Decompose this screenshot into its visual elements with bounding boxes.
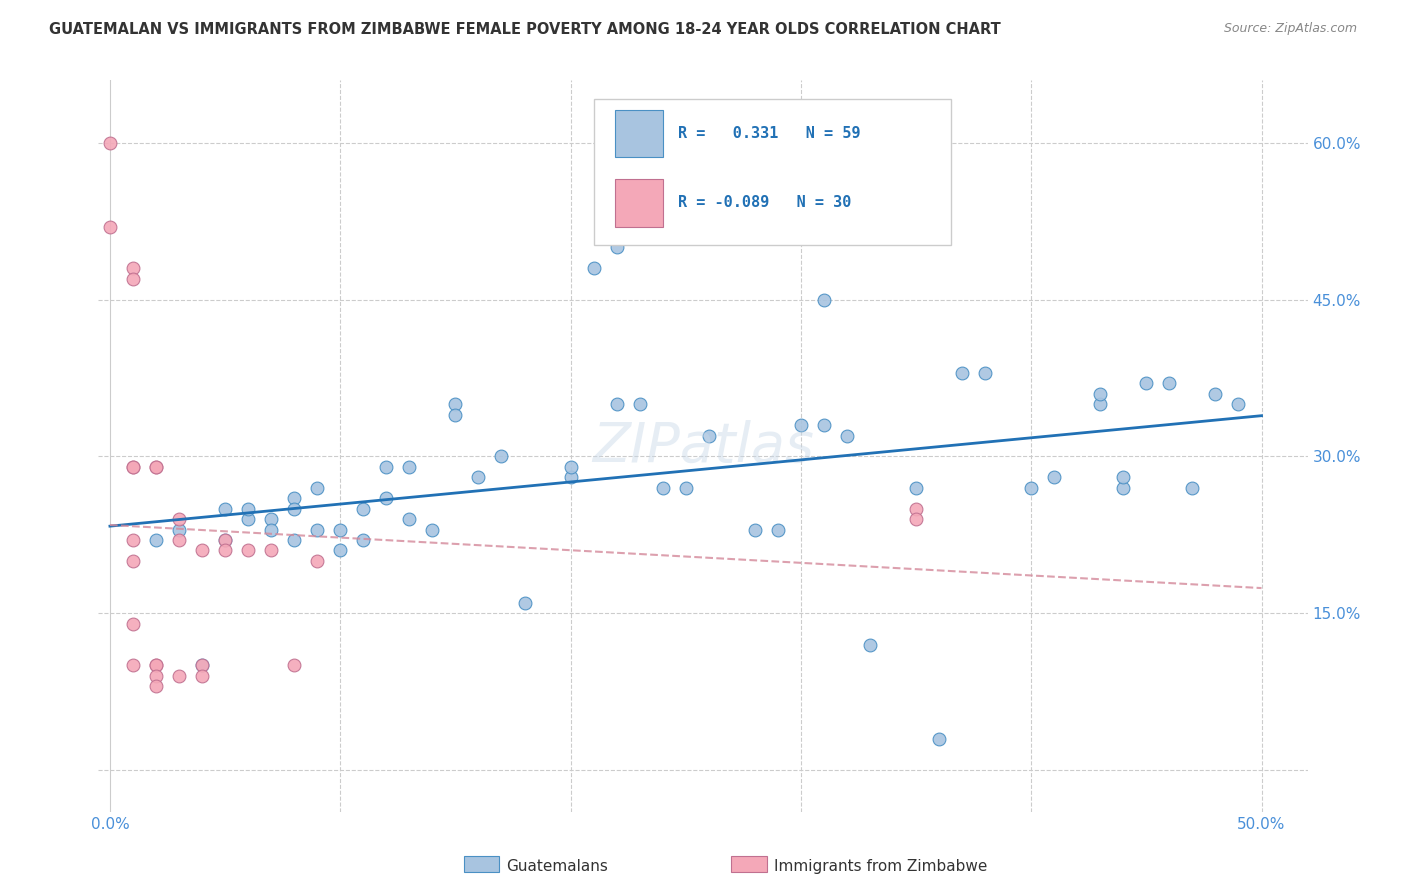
Point — [307, 481, 329, 495]
Point — [191, 543, 214, 558]
Point — [191, 669, 214, 683]
Point — [744, 523, 766, 537]
Point — [145, 533, 167, 547]
Point — [167, 533, 190, 547]
Point — [1159, 376, 1181, 391]
Point — [974, 366, 997, 380]
Point — [1090, 386, 1112, 401]
Text: R = -0.089   N = 30: R = -0.089 N = 30 — [678, 195, 851, 211]
Point — [1112, 481, 1135, 495]
Point — [582, 261, 605, 276]
Point — [444, 408, 467, 422]
Point — [145, 658, 167, 673]
FancyBboxPatch shape — [595, 98, 950, 244]
Text: ZIPatlas: ZIPatlas — [592, 419, 814, 473]
Point — [283, 658, 305, 673]
Point — [375, 459, 398, 474]
Point — [329, 543, 352, 558]
Point — [766, 523, 789, 537]
Point — [560, 459, 582, 474]
Point — [905, 501, 928, 516]
Point — [491, 450, 513, 464]
Text: GUATEMALAN VS IMMIGRANTS FROM ZIMBABWE FEMALE POVERTY AMONG 18-24 YEAR OLDS CORR: GUATEMALAN VS IMMIGRANTS FROM ZIMBABWE F… — [49, 22, 1001, 37]
Point — [560, 470, 582, 484]
Point — [283, 491, 305, 506]
Point — [606, 397, 628, 411]
Point — [1227, 397, 1250, 411]
Point — [813, 418, 835, 433]
Text: Source: ZipAtlas.com: Source: ZipAtlas.com — [1223, 22, 1357, 36]
Point — [329, 523, 352, 537]
Point — [214, 543, 236, 558]
Point — [1204, 386, 1226, 401]
Point — [260, 512, 283, 526]
Point — [307, 554, 329, 568]
Point — [145, 459, 167, 474]
Point — [145, 669, 167, 683]
Point — [651, 481, 673, 495]
Point — [628, 397, 651, 411]
FancyBboxPatch shape — [614, 179, 664, 227]
Point — [167, 669, 190, 683]
Point — [98, 219, 121, 234]
Point — [1043, 470, 1066, 484]
Point — [167, 512, 190, 526]
Point — [398, 459, 420, 474]
Point — [1090, 397, 1112, 411]
Point — [283, 501, 305, 516]
Point — [790, 418, 813, 433]
Point — [122, 272, 145, 286]
Text: Immigrants from Zimbabwe: Immigrants from Zimbabwe — [773, 859, 987, 873]
Point — [167, 523, 190, 537]
Point — [352, 533, 374, 547]
Point — [375, 491, 398, 506]
Point — [1112, 470, 1135, 484]
Text: Guatemalans: Guatemalans — [506, 859, 609, 873]
Point — [214, 533, 236, 547]
Point — [214, 501, 236, 516]
Point — [122, 261, 145, 276]
Point — [1181, 481, 1204, 495]
Point — [236, 501, 259, 516]
Point — [122, 459, 145, 474]
Point — [859, 638, 882, 652]
Point — [145, 459, 167, 474]
Point — [122, 616, 145, 631]
Point — [307, 523, 329, 537]
Point — [467, 470, 489, 484]
Point — [1135, 376, 1157, 391]
Point — [236, 543, 259, 558]
Point — [1019, 481, 1042, 495]
Point — [835, 428, 858, 442]
Point — [283, 533, 305, 547]
Point — [122, 658, 145, 673]
Point — [352, 501, 374, 516]
Point — [513, 596, 536, 610]
Point — [905, 481, 928, 495]
Point — [214, 533, 236, 547]
Point — [398, 512, 420, 526]
Point — [905, 512, 928, 526]
Point — [675, 481, 697, 495]
Point — [98, 136, 121, 150]
Point — [236, 512, 259, 526]
Point — [606, 240, 628, 254]
Point — [191, 658, 214, 673]
Point — [928, 731, 950, 746]
Point — [444, 397, 467, 411]
FancyBboxPatch shape — [614, 110, 664, 157]
Point — [422, 523, 444, 537]
Point — [122, 459, 145, 474]
Point — [145, 658, 167, 673]
Point — [260, 543, 283, 558]
Point — [950, 366, 973, 380]
Point — [813, 293, 835, 307]
Text: R =   0.331   N = 59: R = 0.331 N = 59 — [678, 126, 860, 141]
Point — [191, 658, 214, 673]
Point — [122, 554, 145, 568]
Point — [122, 533, 145, 547]
Point — [260, 523, 283, 537]
Point — [697, 428, 720, 442]
Point — [145, 679, 167, 693]
